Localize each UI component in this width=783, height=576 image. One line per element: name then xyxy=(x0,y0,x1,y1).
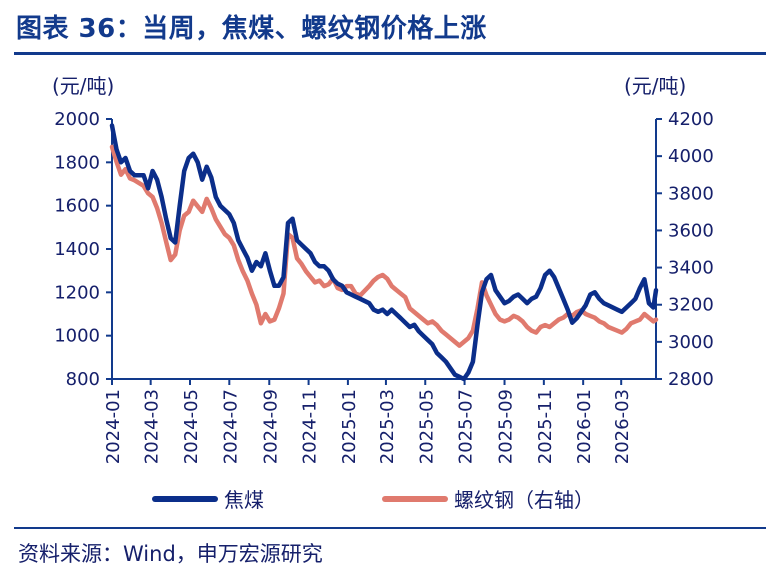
legend-label-rebar: 螺纹钢（右轴） xyxy=(454,488,594,512)
x-tick-label: 2024-05 xyxy=(181,389,202,464)
right-y-tick-label: 3600 xyxy=(668,220,714,241)
x-tick-label: 2025-07 xyxy=(456,389,477,464)
right-y-tick-label: 3200 xyxy=(668,295,714,316)
x-tick-label: 2024-11 xyxy=(300,389,321,464)
left-y-tick-label: 1400 xyxy=(54,239,100,260)
x-tick-label: 2026-03 xyxy=(612,389,633,464)
source-note: 资料来源：Wind，申万宏源研究 xyxy=(18,542,323,566)
x-tick-label: 2024-07 xyxy=(220,389,241,464)
series-layer xyxy=(109,123,659,382)
left-y-tick-label: 1200 xyxy=(54,282,100,303)
title-rule xyxy=(14,52,766,55)
right-y-tick-label: 3400 xyxy=(668,258,714,279)
x-tick-label: 2025-09 xyxy=(496,389,517,464)
left-y-tick-label: 1800 xyxy=(54,152,100,173)
right-y-tick-label: 4200 xyxy=(668,109,714,130)
left-y-tick-label: 1000 xyxy=(54,326,100,347)
x-tick-label: 2025-05 xyxy=(416,389,437,464)
right-y-tick-label: 3000 xyxy=(668,332,714,353)
series-line-coking-coal xyxy=(109,123,659,382)
x-tick-label: 2024-01 xyxy=(103,389,124,464)
x-tick-label: 2024-03 xyxy=(142,389,163,464)
x-tick-label: 2025-11 xyxy=(535,389,556,464)
x-tick-label: 2025-03 xyxy=(377,389,398,464)
right-axis-unit: (元/吨) xyxy=(624,74,687,98)
footer-rule xyxy=(14,527,766,529)
x-tick-label: 2024-09 xyxy=(260,389,281,464)
left-axis-unit: (元/吨) xyxy=(52,74,115,98)
right-y-tick-label: 2800 xyxy=(668,369,714,390)
x-tick-label: 2025-01 xyxy=(339,389,360,464)
x-tick-label: 2026-01 xyxy=(574,389,595,464)
right-y-tick-label: 3800 xyxy=(668,183,714,204)
chart-axes: 800 1000 1200 1400 1600 1800 2000 2800 3000 3200 3… xyxy=(54,109,714,464)
right-y-tick-label: 4000 xyxy=(668,146,714,167)
left-y-tick-label: 1600 xyxy=(54,196,100,217)
left-y-tick-label: 800 xyxy=(66,369,100,390)
legend-swatch-coking-coal xyxy=(152,496,218,502)
chart-title: 图表 36：当周，焦煤、螺纹钢价格上涨 xyxy=(16,14,487,44)
left-y-tick-label: 2000 xyxy=(54,109,100,130)
legend-label-coking-coal: 焦煤 xyxy=(224,488,264,512)
series-line-rebar xyxy=(109,144,659,348)
legend-swatch-rebar xyxy=(382,496,448,502)
